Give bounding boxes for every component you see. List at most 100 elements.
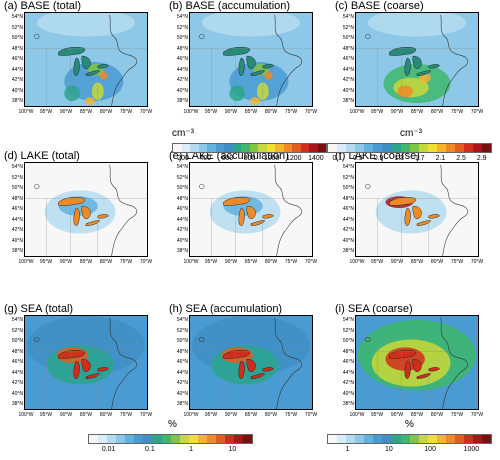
colorbar-swatch	[206, 435, 216, 443]
latitude-label: 42°N	[342, 380, 354, 386]
longitude-label: 95°W	[370, 259, 384, 265]
colorbar-swatch	[418, 435, 428, 443]
colorbar-swatch	[173, 144, 182, 152]
great-lake-shape	[81, 55, 91, 70]
panel-title: (i) SEA (coarse)	[335, 303, 413, 315]
colorbar-swatch	[427, 144, 437, 152]
longitude-label: 100°W	[349, 109, 365, 115]
longitude-label: 70°W	[139, 109, 153, 115]
longitude-label: 90°W	[59, 109, 73, 115]
map-panel: (d) LAKE (total) 54°N 52°N 50°N 48°N 46°N 44°N…	[2, 150, 152, 275]
great-lake-shape	[412, 358, 422, 373]
longitude-label: 70°W	[139, 412, 153, 418]
colorbar-tick-label: 2.5	[456, 155, 466, 162]
concentration-blob	[99, 71, 108, 80]
great-lake-shape	[404, 57, 411, 76]
lake-winnipeg-marker	[199, 183, 205, 190]
concentration-blob	[397, 85, 414, 98]
latitude-label: 42°N	[342, 227, 354, 233]
map-svg	[25, 316, 147, 409]
great-lake-shape	[223, 350, 251, 359]
great-lake-shape	[389, 47, 417, 56]
lake-winnipeg-marker	[365, 33, 371, 40]
colorbar-swatch	[241, 144, 250, 152]
great-lake-shape	[262, 367, 274, 372]
colorbar-tick-label: 2.1	[435, 155, 446, 162]
latitude-label: 46°N	[176, 359, 188, 365]
latitude-label: 50°N	[11, 338, 23, 344]
longitude-label: 75°W	[284, 412, 298, 418]
latitude-label: 38°N	[11, 401, 23, 407]
colorbar-swatch	[436, 435, 446, 443]
concentration-blob	[229, 85, 246, 102]
longitude-label: 100°W	[18, 412, 34, 418]
latitude-label: 46°N	[176, 56, 188, 62]
colorbar-swatch	[454, 144, 464, 152]
map-area	[189, 12, 313, 107]
map-svg	[356, 316, 478, 409]
latitude-label: 46°N	[342, 56, 354, 62]
latitude-label: 42°N	[11, 380, 23, 386]
panel-title: (a) BASE (total)	[4, 0, 82, 12]
map-svg	[190, 163, 312, 256]
longitude-label: 95°W	[39, 412, 53, 418]
colorbar-tick-label: 0.1	[145, 446, 155, 453]
colorbar-swatch	[373, 435, 383, 443]
map-panel: (g) SEA (total) 54°N 52°N 50°N 48°N 46°N 44°N 4…	[2, 303, 153, 428]
colorbar-tick-label: 1	[345, 446, 350, 453]
map-svg	[356, 163, 478, 256]
colorbar-swatch	[400, 435, 410, 443]
lake-winnipeg-marker	[199, 336, 205, 343]
colorbar-swatch	[152, 435, 162, 443]
colorbar-tick-label: 1200	[285, 155, 302, 162]
longitude-label: 70°W	[470, 109, 484, 115]
latitude-label: 52°N	[176, 24, 188, 31]
longitude-label: 100°W	[183, 109, 199, 115]
latitude-label: 40°N	[342, 87, 354, 94]
great-lake-shape	[223, 47, 251, 56]
latitude-label: 46°N	[342, 359, 354, 365]
longitude-label: 75°W	[119, 109, 133, 115]
colorbar-swatch	[134, 435, 144, 443]
colorbar-swatch	[215, 144, 224, 152]
latitude-label: 38°N	[176, 248, 188, 254]
map-area	[355, 315, 479, 410]
colorbar-swatch	[355, 435, 365, 443]
latitude-label: 44°N	[11, 216, 23, 223]
longitude-label: 70°W	[470, 412, 484, 418]
colorbar-swatch	[107, 435, 117, 443]
longitude-label: 80°W	[99, 259, 113, 265]
latitude-label: 44°N	[342, 216, 354, 223]
great-lake-shape	[73, 207, 80, 226]
great-lake-shape	[97, 367, 109, 372]
colorbar-tick-label: 0.9	[373, 155, 384, 162]
latitude-label: 44°N	[342, 369, 354, 376]
longitude-label: 95°W	[370, 109, 384, 115]
great-lake-shape	[404, 360, 411, 379]
longitude-label: 80°W	[264, 109, 278, 115]
latitude-label: 54°N	[176, 14, 188, 20]
latitude-label: 38°N	[342, 248, 354, 254]
map-area	[24, 315, 148, 410]
colorbar	[327, 434, 492, 444]
colorbar-swatch	[418, 144, 428, 152]
panel-title: (b) BASE (accumulation)	[169, 0, 291, 12]
map-area	[24, 162, 148, 257]
great-lake-shape	[250, 70, 266, 76]
great-lake-shape	[223, 197, 251, 206]
colorbar-swatch	[445, 435, 455, 443]
colorbar-ticks: 0.1 0.5 0.9 1.3 1.7 2.1 2.5 2.9	[327, 155, 492, 165]
colorbar-tick-label: 10	[228, 446, 237, 453]
panel-title: (f) LAKE (coarse)	[335, 150, 420, 162]
latitude-label: 52°N	[11, 24, 23, 31]
coastline	[274, 164, 303, 256]
longitude-label: 70°W	[304, 412, 318, 418]
longitude-label: 85°W	[79, 109, 93, 115]
colorbar-tick-label: 1.3	[394, 155, 405, 162]
colorbar-swatch	[364, 435, 374, 443]
great-lake-shape	[250, 220, 266, 226]
longitude-label: 80°W	[264, 412, 278, 418]
lake-winnipeg-marker	[365, 336, 371, 343]
great-lake-shape	[85, 373, 101, 379]
panel-title: (g) SEA (total)	[4, 303, 74, 315]
